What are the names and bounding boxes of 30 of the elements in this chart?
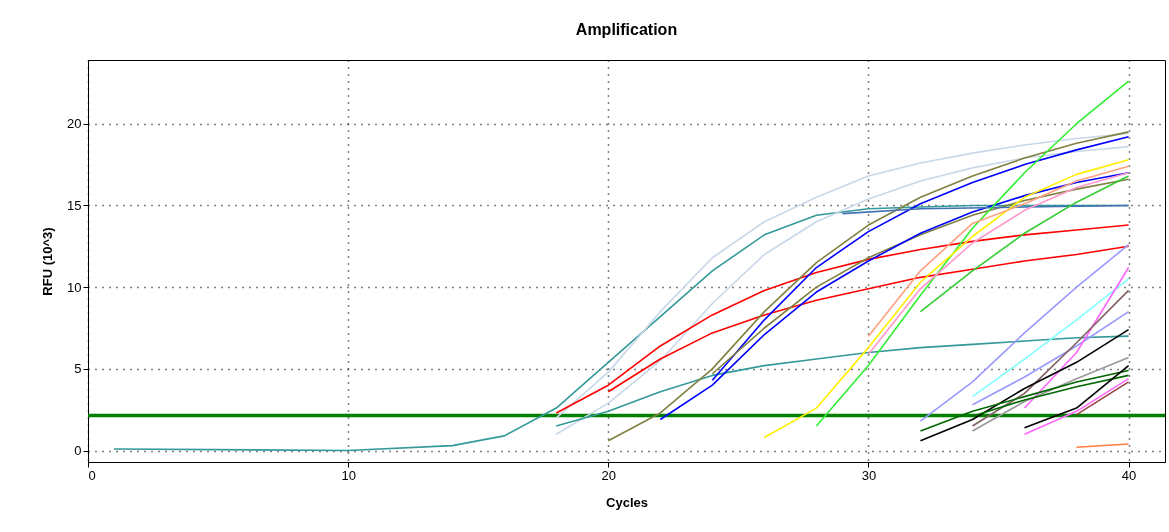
x-axis-title: Cycles (606, 494, 648, 510)
chart-title: Amplification (575, 21, 678, 38)
line-series (971, 289, 1130, 427)
line-series (919, 175, 1130, 313)
x-tick-label: 30 (861, 467, 877, 483)
line-series (711, 136, 1130, 382)
line-series (763, 158, 1130, 439)
y-tick-label: 10 (67, 279, 82, 295)
line-series (711, 178, 1130, 375)
line-series (659, 171, 1130, 421)
y-axis-title: RFU (10^3) (40, 227, 56, 296)
line-series (555, 335, 1130, 427)
y-tick-label: 5 (74, 361, 82, 377)
line-series (607, 245, 1130, 393)
y-tick-label: 20 (67, 116, 82, 132)
line-series (919, 369, 1130, 432)
x-tick-label: 40 (1121, 467, 1137, 483)
line-series (971, 356, 1130, 432)
line-series (555, 224, 1130, 414)
x-tick-label: 0 (88, 467, 96, 483)
y-tick-label: 0 (74, 443, 82, 459)
line-series (841, 204, 1130, 215)
y-tick-label: 15 (67, 197, 82, 213)
line-series (971, 310, 1130, 406)
line-series (919, 243, 1130, 422)
line-series (919, 328, 1130, 442)
line-series (815, 80, 1130, 427)
line-series (971, 278, 1130, 398)
x-tick-label: 20 (601, 467, 617, 483)
x-tick-label: 10 (341, 467, 356, 483)
